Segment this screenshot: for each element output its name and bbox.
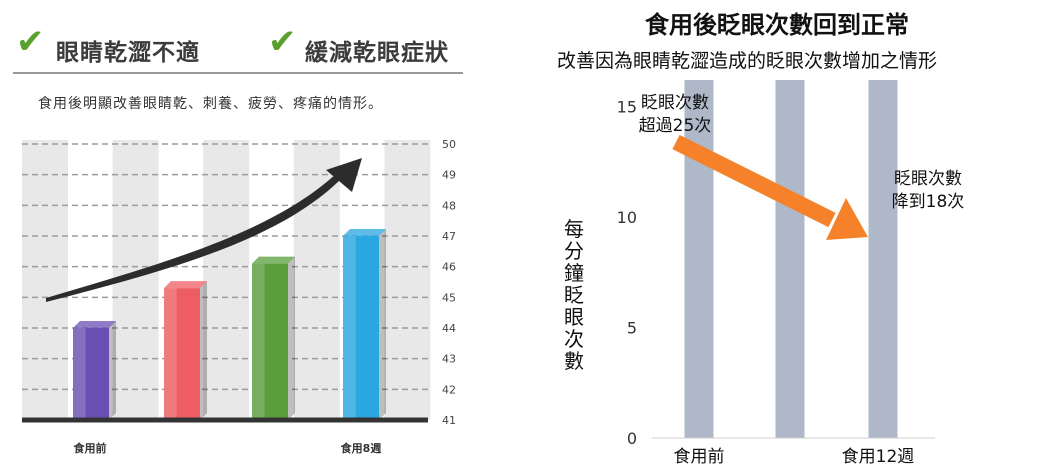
bar [684, 80, 714, 439]
bar-side [109, 321, 116, 420]
bar [252, 256, 295, 420]
bar [73, 321, 116, 420]
y-tick-label: 41 [442, 414, 456, 427]
bar-top [164, 281, 207, 289]
grid-stripe [203, 140, 250, 420]
bar [775, 80, 805, 438]
y-tick-label: 50 [442, 138, 456, 151]
x-tick-label: 食用8週 [341, 441, 382, 455]
header-divider [13, 72, 463, 74]
y-tick-label: 49 [442, 169, 456, 182]
y-tick-label: 15 [617, 98, 637, 117]
x-tick-label: 食用前 [74, 441, 107, 455]
chart-title: 食用後眨眼次數回到正常 [645, 11, 909, 39]
annotation-before: 眨眼次數 超過25次 [630, 92, 720, 138]
check-icon: ✔ [268, 22, 297, 62]
y-tick-label: 42 [442, 383, 456, 396]
bar-front [343, 236, 379, 420]
bar-highlight [73, 328, 86, 420]
bar-front [252, 263, 288, 420]
annotation-after-line-1: 眨眼次數 [894, 169, 962, 189]
check-icon: ✔ [16, 22, 45, 62]
y-tick-label: 48 [442, 199, 456, 212]
x-tick-label: 食用前 [674, 447, 725, 467]
bar-front [73, 328, 109, 420]
y-tick-label: 46 [442, 261, 456, 274]
annotation-after: 眨眼次數 降到18次 [883, 168, 973, 214]
y-tick-label: 0 [627, 429, 637, 448]
bar-side [200, 281, 207, 420]
bar-highlight [343, 236, 356, 420]
y-tick-label: 45 [442, 291, 456, 304]
grid-stripe [384, 140, 431, 420]
chart-subtitle: 改善因為眼睛乾澀造成的眨眼次數增加之情形 [557, 50, 938, 72]
bar [164, 281, 207, 420]
bar-top [73, 321, 116, 328]
bar [868, 80, 898, 438]
benefit-relieve-label: 緩減乾眼症狀 [305, 40, 449, 66]
y-tick-label: 44 [442, 322, 456, 335]
trend-arrow-head [826, 198, 868, 240]
bar-front [164, 288, 200, 420]
bar-top [252, 256, 295, 264]
bar-top [343, 229, 386, 236]
improvement-note: 食用後明顯改善眼睛乾、刺養、疲勞、疼痛的情形。 [38, 96, 383, 112]
annotation-after-line-2: 降到18次 [891, 192, 965, 212]
y-tick-label: 5 [627, 319, 637, 338]
bar-side [288, 256, 295, 420]
bar [343, 229, 386, 420]
trend-arrow-shaft [672, 134, 836, 228]
trend-arrow-head [326, 158, 362, 192]
bar-highlight [164, 288, 177, 420]
annotation-before-line-2: 超過25次 [638, 116, 712, 136]
annotation-before-line-1: 眨眼次數 [641, 93, 709, 113]
y-axis-label: 每分鐘眨眼次數 [564, 217, 584, 373]
bar-highlight [252, 263, 265, 420]
benefit-dry-eye-label: 眼睛乾澀不適 [56, 40, 200, 66]
grid-stripe [22, 140, 68, 420]
left-chart: 41 42 43 44 45 46 47 48 49 50 食用前 食用8週 [22, 138, 456, 455]
bar-side [379, 229, 386, 420]
y-tick-label: 47 [442, 230, 456, 243]
right-chart: 0510152025食用前食用12週 [617, 80, 935, 467]
x-tick-label: 食用12週 [842, 447, 915, 467]
y-tick-label: 43 [442, 353, 456, 366]
y-tick-label: 10 [617, 208, 637, 227]
